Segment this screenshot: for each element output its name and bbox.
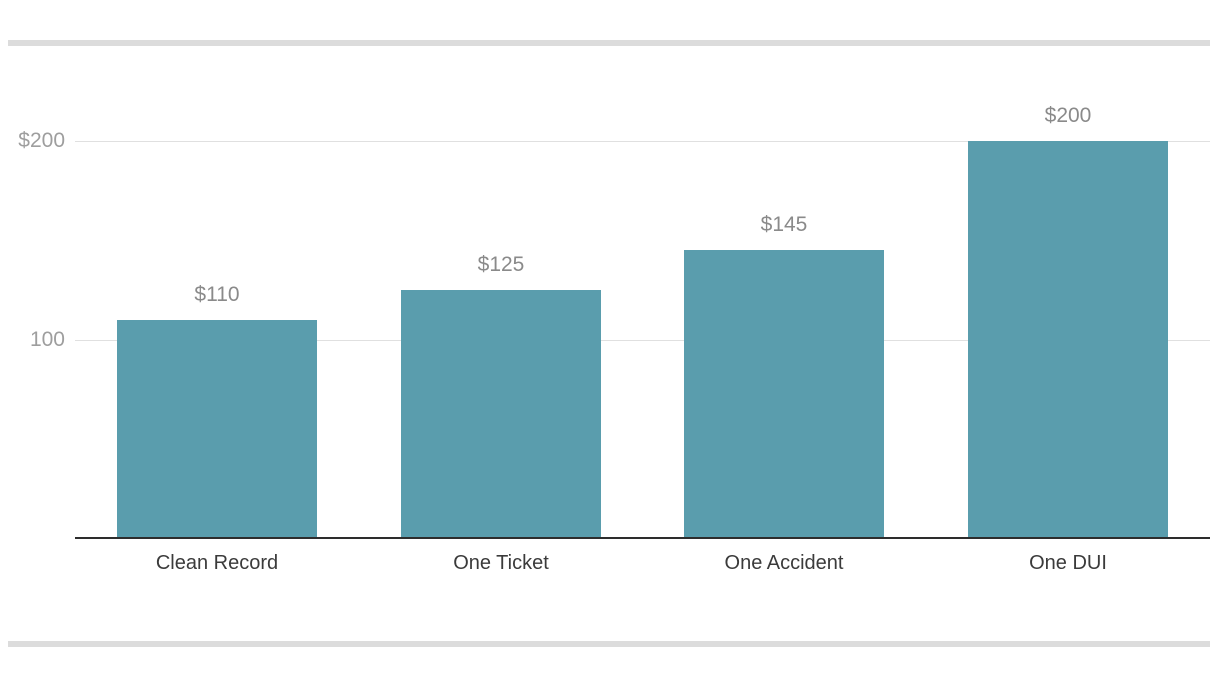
category-label: One Ticket [453, 552, 549, 574]
y-tick-label: 100 [29, 328, 65, 351]
value-label: $125 [477, 253, 525, 276]
gridline-100 [75, 340, 1210, 341]
bar-one-dui [968, 141, 1168, 537]
category-label: One Accident [724, 552, 844, 574]
category-label: Clean Record [155, 552, 279, 574]
x-axis-line [75, 537, 1210, 539]
bar-one-ticket [401, 290, 601, 537]
category-label: One DUI [1029, 552, 1107, 574]
bottom-divider [8, 641, 1210, 647]
gridline-200 [75, 141, 1210, 142]
bar-one-accident [684, 250, 884, 537]
bar-clean-record [117, 320, 317, 537]
value-label: $145 [760, 213, 808, 236]
top-divider [8, 40, 1210, 46]
y-tick-label: $200 [18, 129, 65, 152]
value-label: $110 [194, 283, 240, 306]
value-label: $200 [1044, 104, 1092, 127]
